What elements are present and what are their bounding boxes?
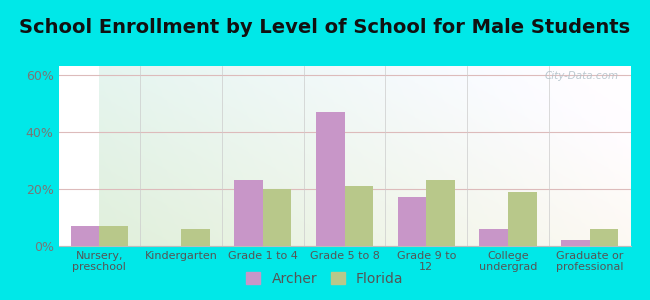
Legend: Archer, Florida: Archer, Florida [242,268,408,290]
Bar [234,180,263,246]
Text: School Enrollment by Level of School for Male Students: School Enrollment by Level of School for… [20,18,630,37]
Bar [316,112,344,246]
Bar [590,229,618,246]
Bar [479,229,508,246]
Bar [181,229,210,246]
Bar [398,197,426,246]
Bar [263,189,291,246]
Bar [561,240,590,246]
Bar [99,226,128,246]
Bar [508,192,536,246]
Bar [344,186,373,246]
Bar [71,226,99,246]
Text: City-Data.com: City-Data.com [545,71,619,81]
Bar [426,180,455,246]
